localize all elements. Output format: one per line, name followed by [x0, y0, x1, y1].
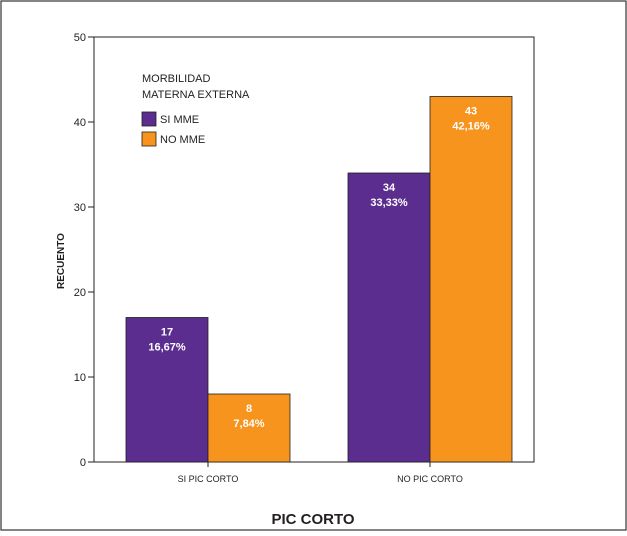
- legend-swatch: [141, 131, 157, 147]
- x-axis-label: PIC CORTO: [271, 511, 354, 528]
- bar-no-mme-1: [429, 96, 513, 463]
- y-tick-label: 0: [80, 457, 86, 469]
- legend: MORBILIDAD MATERNA EXTERNA SI MME NO MME: [141, 73, 250, 147]
- y-axis: 0 10 20 30 40 50: [74, 32, 94, 469]
- x-tick-label: NO PIC CORTO: [397, 474, 463, 484]
- legend-entry-label: NO MME: [160, 134, 205, 146]
- y-axis-label: RECUENTO: [56, 233, 67, 289]
- bar-value-label: 17: [161, 327, 173, 339]
- bar-value-label: 43: [465, 106, 477, 118]
- x-tick-label: SI PIC CORTO: [178, 474, 239, 484]
- plot-border: [93, 36, 535, 463]
- bar-si-mme-0: [125, 317, 209, 463]
- y-tick-label: 10: [74, 372, 86, 384]
- y-tick-label: 40: [74, 117, 86, 129]
- bars: 17 16,67% 8 7,84% 34 33,33% 43 42,16%: [125, 96, 513, 463]
- bar-no-mme-0: [207, 393, 291, 463]
- bar-percent-label: 33,33%: [370, 197, 408, 209]
- bar-percent-label: 42,16%: [452, 121, 490, 133]
- y-tick-label: 50: [74, 32, 86, 44]
- y-tick-label: 30: [74, 202, 86, 214]
- bar-percent-label: 7,84%: [233, 418, 264, 430]
- legend-entry-label: SI MME: [160, 114, 199, 126]
- plot-area: [93, 36, 535, 463]
- bar-percent-label: 16,67%: [148, 342, 186, 354]
- bar-value-label: 34: [383, 182, 396, 194]
- x-axis: SI PIC CORTO NO PIC CORTO: [178, 462, 463, 484]
- bar-value-label: 8: [246, 403, 252, 415]
- legend-title-line1: MORBILIDAD: [142, 73, 211, 85]
- bar-si-mme-1: [347, 172, 431, 463]
- legend-swatch: [141, 111, 157, 127]
- y-tick-label: 20: [74, 287, 86, 299]
- legend-title-line2: MATERNA EXTERNA: [142, 89, 250, 101]
